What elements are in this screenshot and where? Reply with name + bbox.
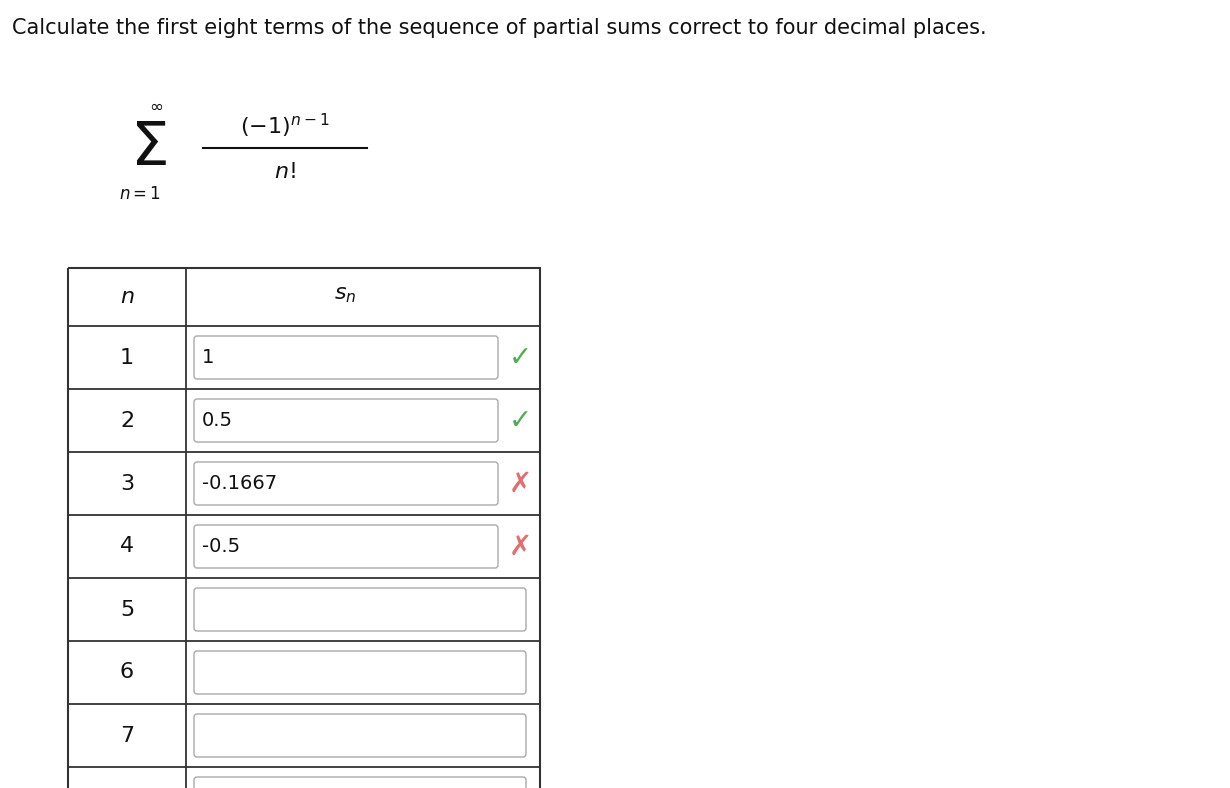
FancyBboxPatch shape xyxy=(194,525,498,568)
Text: $s_n$: $s_n$ xyxy=(335,285,357,305)
Text: 5: 5 xyxy=(119,600,134,619)
Text: 7: 7 xyxy=(121,726,134,745)
FancyBboxPatch shape xyxy=(194,399,498,442)
FancyBboxPatch shape xyxy=(194,714,526,757)
FancyBboxPatch shape xyxy=(194,777,526,788)
Text: 2: 2 xyxy=(121,411,134,430)
Text: 3: 3 xyxy=(121,474,134,493)
Text: 4: 4 xyxy=(121,537,134,556)
Text: Calculate the first eight terms of the sequence of partial sums correct to four : Calculate the first eight terms of the s… xyxy=(12,18,986,38)
Text: $\Sigma$: $\Sigma$ xyxy=(129,118,166,177)
Text: ✓: ✓ xyxy=(508,407,531,434)
Text: $(-1)^{n-1}$: $(-1)^{n-1}$ xyxy=(240,112,330,140)
FancyBboxPatch shape xyxy=(194,462,498,505)
Text: 1: 1 xyxy=(202,348,214,367)
Text: $n$: $n$ xyxy=(119,287,134,307)
Text: $n = 1$: $n = 1$ xyxy=(119,185,161,203)
Text: $n!$: $n!$ xyxy=(274,162,296,182)
Text: 1: 1 xyxy=(121,348,134,367)
Text: ✗: ✗ xyxy=(508,533,531,560)
Text: -0.5: -0.5 xyxy=(202,537,240,556)
Text: -0.1667: -0.1667 xyxy=(202,474,277,493)
Text: ✓: ✓ xyxy=(508,344,531,371)
FancyBboxPatch shape xyxy=(194,588,526,631)
Text: 6: 6 xyxy=(121,663,134,682)
Text: ✗: ✗ xyxy=(508,470,531,497)
FancyBboxPatch shape xyxy=(194,336,498,379)
Text: 0.5: 0.5 xyxy=(202,411,232,430)
FancyBboxPatch shape xyxy=(194,651,526,694)
Text: $\infty$: $\infty$ xyxy=(149,97,164,115)
